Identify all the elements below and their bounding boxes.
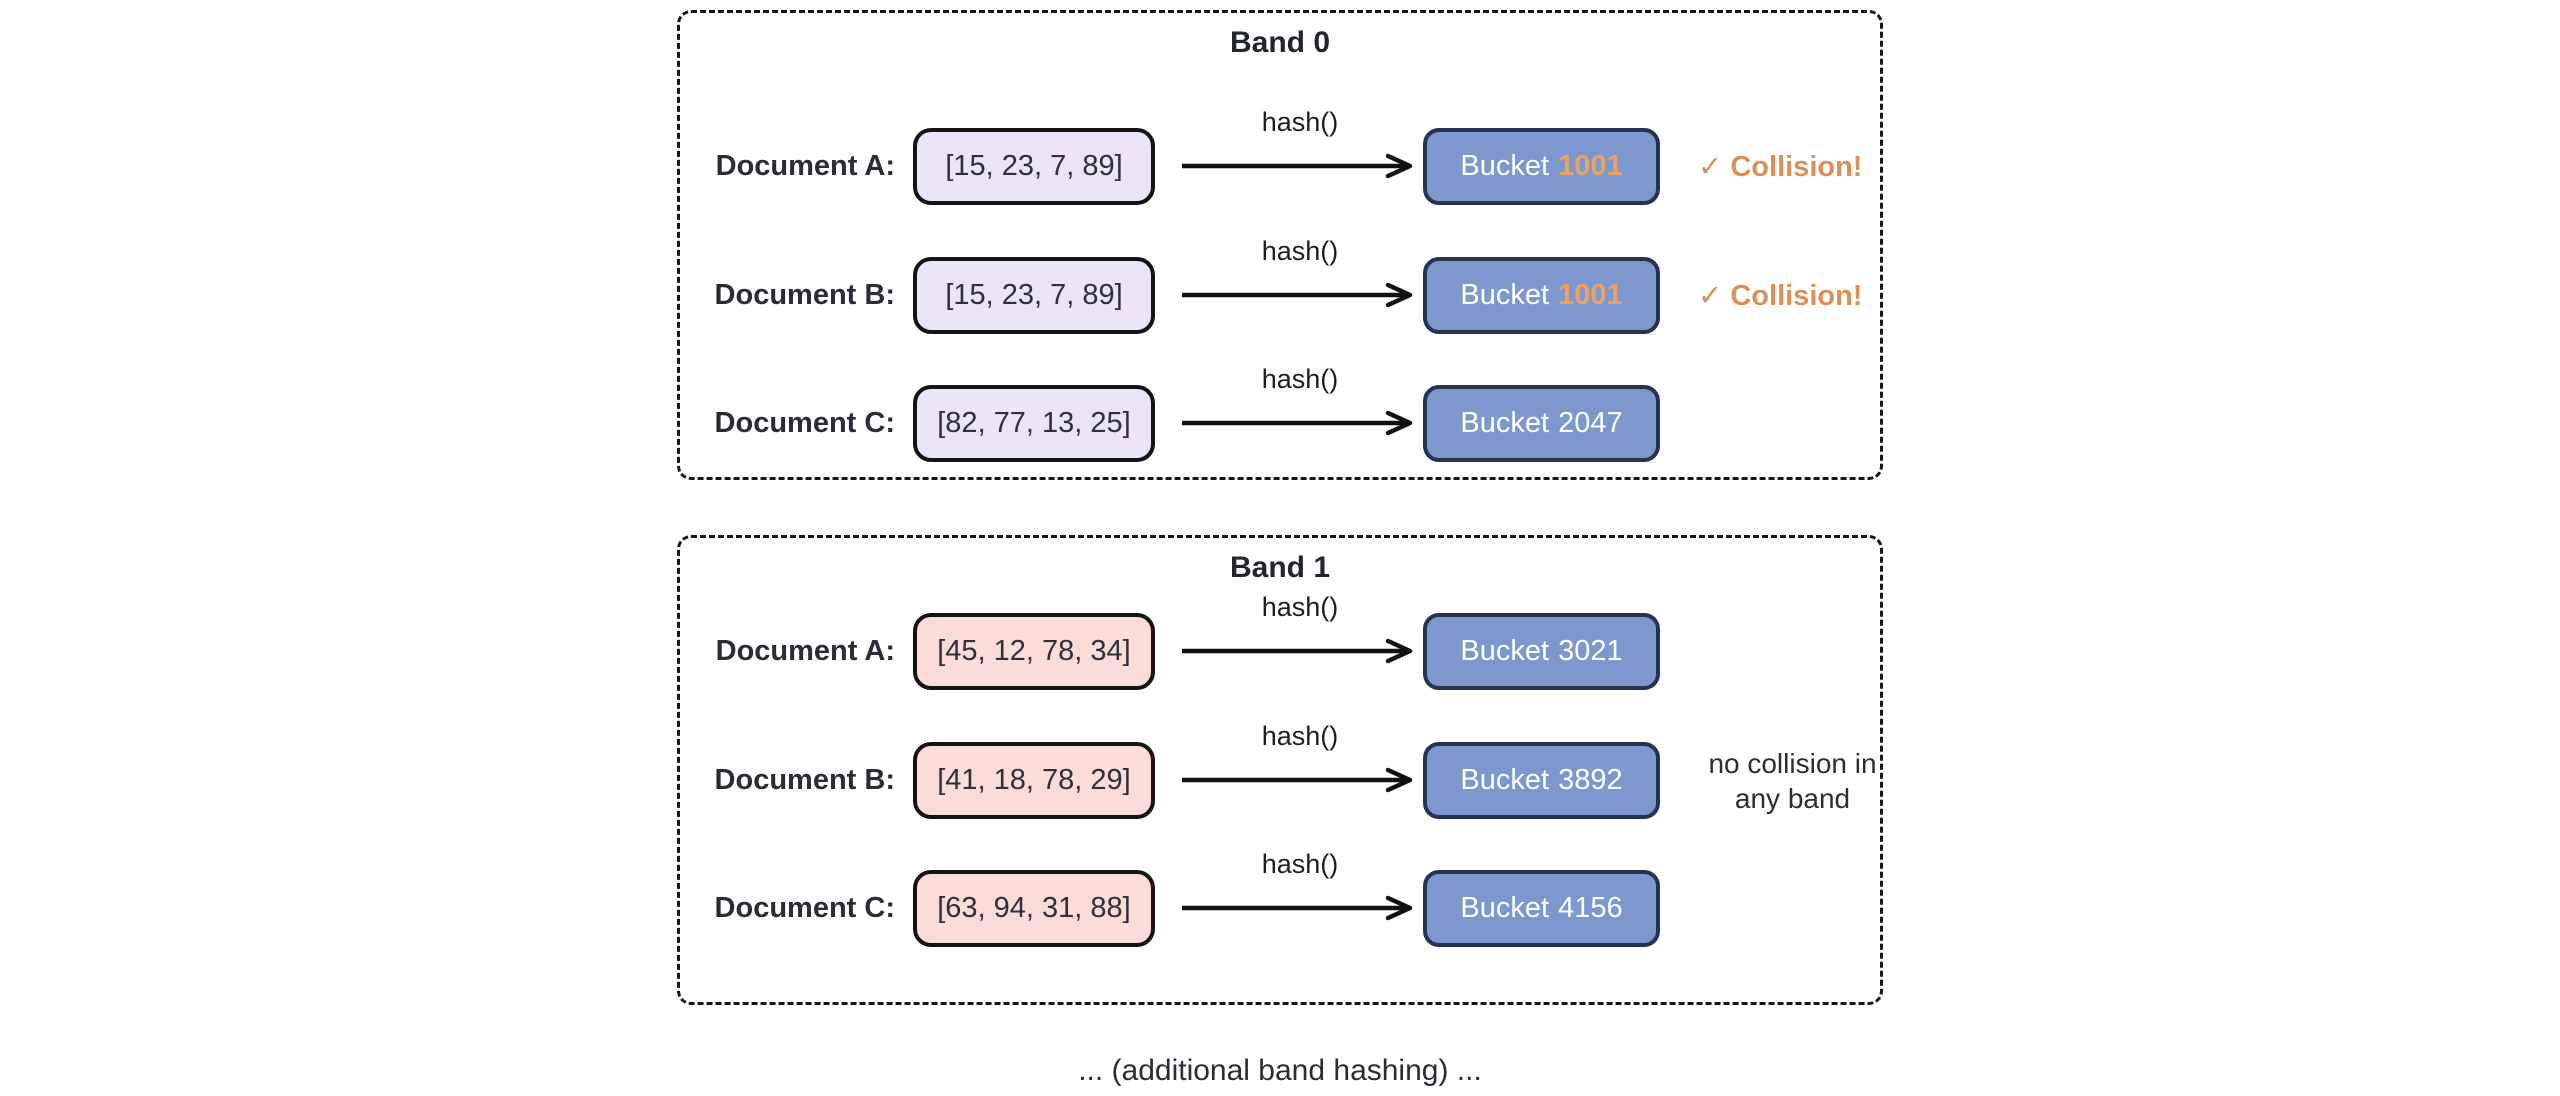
band1-row-document-b: Document B: [41, 18, 78, 29] hash() Buck… — [680, 721, 1880, 819]
additional-bands-caption: ... (additional band hashing) ... — [1078, 1054, 1482, 1087]
hash-function-label: hash() — [1261, 107, 1339, 137]
no-collision-note: no collision in any band — [1695, 746, 1890, 816]
bucket-box: Bucket 4156 — [1423, 870, 1660, 947]
bucket-word: Bucket — [1460, 764, 1550, 796]
band-0-title: Band 0 — [1229, 26, 1331, 59]
hash-function-label: hash() — [1261, 364, 1339, 394]
document-label: Document C: — [714, 892, 895, 924]
note-line-1: no collision in — [1708, 748, 1877, 779]
document-label: Document B: — [714, 279, 895, 311]
note-line-2: any band — [1734, 783, 1851, 814]
signature-value: [15, 23, 7, 89] — [945, 150, 1123, 182]
bucket-id: 1001 — [1558, 279, 1623, 311]
bucket-box: Bucket 2047 — [1423, 385, 1660, 462]
band0-row-document-c: Document C: [82, 77, 13, 25] hash() Buck… — [680, 364, 1880, 462]
arrow-icon — [1182, 895, 1413, 921]
band-1-container: Band 1 Document A: [45, 12, 78, 34] hash… — [677, 535, 1883, 1005]
band0-row-document-b: Document B: [15, 23, 7, 89] hash() Bucke… — [680, 236, 1880, 334]
band-0-container: Band 0 Document A: [15, 23, 7, 89] hash(… — [677, 10, 1883, 480]
document-label: Document C: — [714, 407, 895, 439]
signature-value: [15, 23, 7, 89] — [945, 279, 1123, 311]
bucket-id: 3892 — [1558, 764, 1623, 796]
band0-row-document-a: Document A: [15, 23, 7, 89] hash() Bucke… — [680, 107, 1880, 205]
signature-box: [15, 23, 7, 89] — [913, 128, 1155, 205]
band1-row-document-a: Document A: [45, 12, 78, 34] hash() Buck… — [680, 592, 1880, 690]
signature-value: [45, 12, 78, 34] — [937, 635, 1131, 667]
bucket-box: Bucket 3021 — [1423, 613, 1660, 690]
signature-value: [63, 94, 31, 88] — [937, 892, 1131, 924]
signature-box: [45, 12, 78, 34] — [913, 613, 1155, 690]
hash-function-label: hash() — [1261, 236, 1339, 266]
hash-function-label: hash() — [1261, 721, 1339, 751]
bucket-word: Bucket — [1460, 892, 1550, 924]
document-label: Document B: — [714, 764, 895, 796]
arrow-icon — [1182, 282, 1413, 308]
bucket-id: 2047 — [1558, 407, 1623, 439]
bucket-word: Bucket — [1460, 150, 1550, 182]
bucket-word: Bucket — [1460, 279, 1550, 311]
collision-label: ✓ Collision! — [1698, 151, 1863, 183]
signature-box: [82, 77, 13, 25] — [913, 385, 1155, 462]
bucket-id: 3021 — [1558, 635, 1623, 667]
hash-function-label: hash() — [1261, 849, 1339, 879]
bucket-box: Bucket 3892 — [1423, 742, 1660, 819]
bucket-id: 4156 — [1558, 892, 1623, 924]
collision-label: ✓ Collision! — [1698, 280, 1863, 312]
bucket-id: 1001 — [1558, 150, 1623, 182]
document-label: Document A: — [715, 635, 895, 667]
arrow-icon — [1182, 638, 1413, 664]
bucket-word: Bucket — [1460, 407, 1550, 439]
signature-value: [41, 18, 78, 29] — [937, 764, 1131, 796]
hash-function-label: hash() — [1261, 592, 1339, 622]
signature-box: [63, 94, 31, 88] — [913, 870, 1155, 947]
bucket-box: Bucket 1001 — [1423, 128, 1660, 205]
signature-box: [41, 18, 78, 29] — [913, 742, 1155, 819]
signature-value: [82, 77, 13, 25] — [937, 407, 1131, 439]
band-1-title: Band 1 — [1229, 551, 1331, 584]
arrow-icon — [1182, 153, 1413, 179]
arrow-icon — [1182, 410, 1413, 436]
document-label: Document A: — [715, 150, 895, 182]
bucket-box: Bucket 1001 — [1423, 257, 1660, 334]
signature-box: [15, 23, 7, 89] — [913, 257, 1155, 334]
band1-row-document-c: Document C: [63, 94, 31, 88] hash() Buck… — [680, 849, 1880, 947]
arrow-icon — [1182, 767, 1413, 793]
bucket-word: Bucket — [1460, 635, 1550, 667]
